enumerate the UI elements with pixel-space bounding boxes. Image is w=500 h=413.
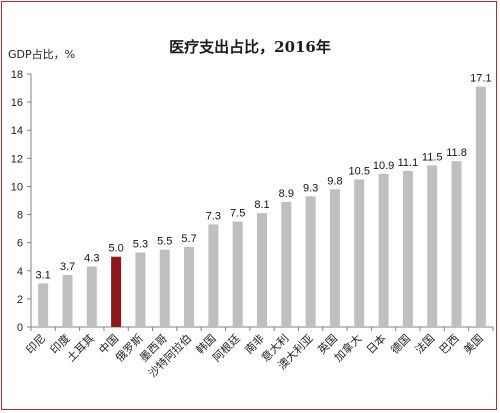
bar bbox=[159, 249, 170, 327]
data-label: 11.5 bbox=[422, 151, 443, 163]
x-tick-label: 土耳其 bbox=[64, 332, 97, 365]
y-tick-label: 16 bbox=[11, 97, 23, 109]
x-tick-label: 法国 bbox=[412, 331, 437, 356]
y-tick-label: 4 bbox=[17, 266, 23, 278]
y-tick-label: 8 bbox=[17, 210, 23, 222]
bar bbox=[475, 86, 486, 328]
data-label: 7.5 bbox=[230, 208, 245, 220]
x-tick-label: 巴西 bbox=[437, 332, 462, 357]
y-tick-label: 0 bbox=[17, 322, 23, 334]
bar bbox=[208, 224, 219, 327]
bar bbox=[86, 266, 97, 327]
bar bbox=[257, 213, 267, 327]
x-tick-label: 加拿大 bbox=[331, 331, 364, 364]
data-label: 5.0 bbox=[108, 243, 123, 255]
bar bbox=[402, 170, 413, 327]
data-label: 5.5 bbox=[157, 236, 172, 248]
data-label: 7.3 bbox=[206, 210, 221, 222]
data-label: 3.7 bbox=[60, 261, 75, 273]
y-axis-unit-label: GDP占比，% bbox=[8, 48, 76, 61]
data-label: 10.9 bbox=[373, 160, 394, 172]
data-label: 11.1 bbox=[398, 157, 419, 169]
data-label: 10.5 bbox=[349, 165, 370, 177]
bar bbox=[354, 179, 365, 327]
bar bbox=[62, 274, 73, 327]
bar bbox=[329, 189, 340, 327]
bar bbox=[38, 283, 49, 327]
data-label: 4.3 bbox=[84, 253, 99, 265]
x-tick-label: 日本 bbox=[363, 331, 388, 356]
y-tick-label: 2 bbox=[17, 294, 23, 306]
data-label: 5.7 bbox=[181, 233, 196, 245]
bar bbox=[378, 173, 389, 327]
y-tick-label: 6 bbox=[17, 238, 23, 250]
y-tick-label: 10 bbox=[11, 181, 23, 193]
data-label: 11.8 bbox=[446, 147, 467, 159]
data-label: 8.1 bbox=[254, 199, 269, 211]
bar bbox=[135, 252, 146, 327]
data-label: 8.9 bbox=[279, 188, 294, 200]
x-tick-label: 印尼 bbox=[24, 332, 49, 357]
data-label: 5.3 bbox=[133, 239, 148, 251]
bar bbox=[451, 161, 462, 327]
x-tick-label: 德国 bbox=[388, 331, 413, 356]
y-tick-label: 12 bbox=[11, 153, 23, 165]
bar bbox=[232, 221, 243, 327]
y-tick-label: 14 bbox=[11, 125, 23, 137]
y-tick-label: 18 bbox=[11, 69, 23, 81]
data-label: 3.1 bbox=[36, 269, 51, 281]
x-tick-label: 美国 bbox=[461, 332, 486, 357]
data-label: 9.8 bbox=[327, 175, 342, 187]
bar bbox=[305, 196, 316, 327]
bar bbox=[281, 201, 292, 327]
x-tick-label: 阿根廷 bbox=[210, 331, 243, 364]
data-label: 9.3 bbox=[303, 182, 318, 194]
bar bbox=[427, 165, 438, 327]
bar bbox=[184, 246, 195, 327]
data-label: 17.1 bbox=[470, 73, 491, 85]
chart-title: 医疗支出占比，2016年 bbox=[169, 38, 331, 56]
bar bbox=[111, 256, 122, 327]
